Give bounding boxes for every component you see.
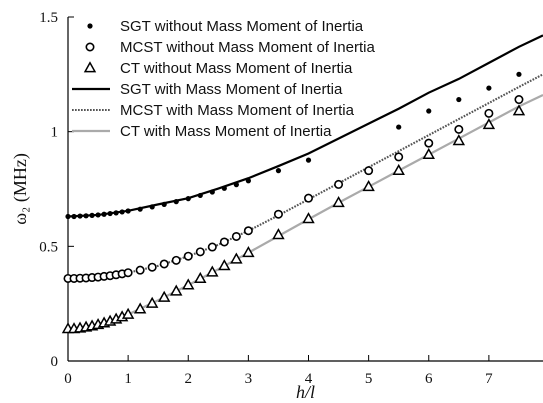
series-point-1 — [107, 210, 113, 217]
series-point-2 — [123, 268, 133, 278]
x-axis-label: h/l — [296, 382, 315, 402]
series-point-1 — [119, 209, 125, 215]
x-tick-label: 4 — [305, 371, 313, 387]
x-tick-label: 1 — [124, 371, 132, 387]
series-point-1 — [209, 189, 215, 195]
x-tick-label: 3 — [245, 371, 253, 387]
series-point-3 — [362, 179, 375, 192]
series-point-1 — [197, 192, 203, 199]
series-point-2 — [183, 251, 193, 261]
legend-label-6: CT with Mass Moment of Inertia — [120, 123, 332, 140]
series-point-2 — [514, 95, 524, 105]
series-point-1 — [101, 211, 107, 217]
series-point-1 — [305, 157, 312, 163]
y-axis-label: ω₂ (MHz) — [10, 153, 31, 225]
series-point-2 — [135, 265, 145, 275]
series-point-2 — [231, 231, 241, 241]
series-point-3 — [218, 259, 231, 271]
legend-label-3: CT without Mass Moment of Inertia — [120, 60, 353, 77]
y-tick-label: 0 — [51, 354, 59, 370]
series-point-1 — [221, 185, 227, 191]
series-point-3 — [194, 271, 207, 284]
series-point-3 — [182, 278, 195, 290]
series-point-3 — [272, 228, 285, 240]
series-point-2 — [207, 242, 217, 252]
series-point-1 — [173, 199, 179, 205]
series-point-2 — [195, 247, 205, 257]
series-point-1 — [149, 204, 155, 210]
series-point-1 — [113, 210, 119, 216]
series-point-2 — [171, 255, 181, 265]
legend-label-2: MCST without Mass Moment of Inertia — [120, 39, 375, 56]
series-point-2 — [147, 262, 157, 272]
series-point-1 — [83, 213, 89, 219]
series-point-3 — [332, 196, 345, 208]
series-point-1 — [95, 212, 101, 218]
y-tick-label: 1 — [51, 125, 59, 141]
y-tick-label: 0.5 — [39, 239, 58, 255]
series-point-1 — [161, 201, 167, 207]
series-point-1 — [65, 213, 71, 220]
series-point-2 — [364, 166, 374, 176]
series-point-2 — [394, 152, 404, 162]
legend-label-1: SGT without Mass Moment of Inertia — [120, 18, 364, 35]
series-point-1 — [516, 71, 522, 77]
series-point-2 — [219, 237, 229, 247]
series-point-1 — [185, 196, 191, 202]
series-point-1 — [77, 213, 83, 219]
legend-label-4: SGT with Mass Moment of Inertia — [120, 81, 343, 98]
series-point-2 — [159, 259, 169, 269]
series-point-3 — [452, 134, 466, 146]
series-point-3 — [242, 246, 255, 258]
legend-marker-2 — [85, 42, 95, 52]
series-point-3 — [392, 163, 405, 176]
x-tick-label: 0 — [64, 371, 72, 387]
series-point-3 — [230, 252, 243, 264]
series-point-2 — [243, 226, 253, 236]
series-point-3 — [482, 118, 496, 130]
series-point-2 — [424, 138, 434, 148]
x-tick-label: 6 — [425, 371, 433, 387]
series-point-1 — [456, 96, 462, 103]
legend-label-5: MCST with Mass Moment of Inertia — [120, 102, 355, 119]
series-point-3 — [145, 296, 159, 308]
x-tick-label: 7 — [485, 371, 493, 387]
series-point-2 — [273, 209, 283, 219]
series-point-2 — [304, 193, 314, 203]
series-point-1 — [137, 206, 143, 212]
series-point-1 — [275, 168, 282, 174]
series-point-2 — [484, 108, 494, 118]
series-point-3 — [302, 212, 315, 224]
series-point-1 — [71, 213, 77, 220]
series-point-1 — [486, 85, 492, 91]
series-point-1 — [396, 124, 402, 130]
series-point-1 — [89, 212, 95, 218]
x-tick-label: 5 — [365, 371, 373, 387]
series-point-3 — [157, 290, 171, 302]
legend-marker-1 — [87, 23, 93, 29]
series-point-1 — [125, 208, 131, 214]
series-point-3 — [512, 104, 526, 116]
series-point-3 — [170, 284, 183, 296]
series-point-1 — [426, 108, 432, 114]
series-point-3 — [133, 302, 147, 314]
legend-marker-3 — [83, 61, 97, 73]
series-point-1 — [245, 178, 251, 184]
series-point-2 — [454, 124, 464, 134]
series-point-1 — [233, 182, 239, 188]
series-point-3 — [422, 147, 435, 159]
series-point-2 — [334, 179, 344, 189]
x-tick-label: 2 — [185, 371, 193, 387]
y-tick-label: 1.5 — [39, 10, 58, 26]
series-point-3 — [206, 265, 219, 277]
series-point-3 — [121, 307, 135, 319]
